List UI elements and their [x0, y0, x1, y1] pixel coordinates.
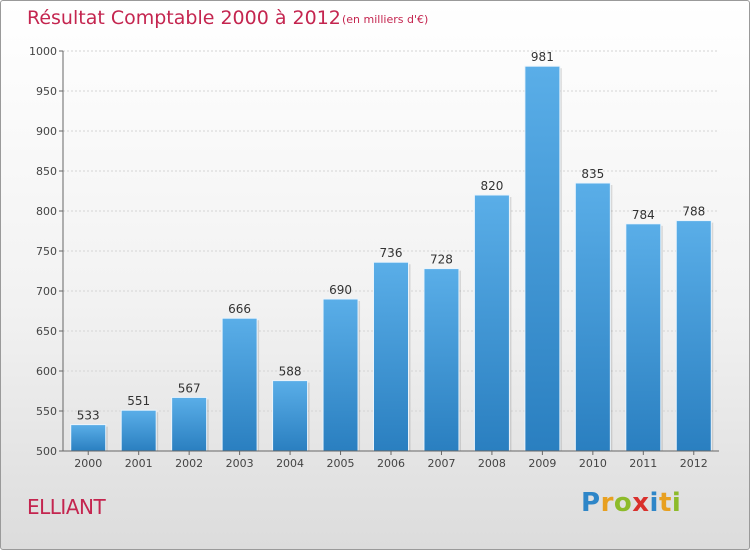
x-tick-label: 2003 [226, 457, 254, 470]
bar-2011 [625, 223, 662, 452]
y-tick-label: 900 [36, 125, 57, 138]
value-label: 567 [178, 381, 201, 395]
x-tick-label: 2008 [478, 457, 506, 470]
bar-2010 [574, 182, 611, 452]
logo-letter: i [671, 488, 682, 518]
bar-2003 [221, 317, 258, 452]
y-tick-label: 700 [36, 285, 57, 298]
value-label: 981 [531, 50, 554, 64]
y-tick-label: 950 [36, 85, 57, 98]
x-tick-label: 2002 [175, 457, 203, 470]
value-label: 666 [228, 302, 251, 316]
bar-2000 [70, 424, 107, 452]
value-label: 588 [279, 365, 302, 379]
value-label: 533 [77, 409, 100, 423]
value-label: 551 [127, 394, 150, 408]
value-label: 690 [329, 283, 352, 297]
x-tick-label: 2006 [377, 457, 405, 470]
x-tick-label: 2009 [528, 457, 556, 470]
value-label: 728 [430, 253, 453, 267]
logo-letter: o [613, 488, 633, 518]
y-tick-label: 650 [36, 325, 57, 338]
value-label: 788 [682, 205, 705, 219]
logo-letter: t [658, 488, 672, 518]
x-tick-label: 2010 [579, 457, 607, 470]
bar-2004 [272, 380, 309, 452]
logo-letter: i [649, 488, 659, 518]
y-tick-label: 600 [36, 365, 57, 378]
x-tick-label: 2000 [74, 457, 102, 470]
x-tick-label: 2005 [327, 457, 355, 470]
value-label: 820 [480, 179, 503, 193]
bar-2009 [524, 65, 561, 452]
chart-title: Résultat Comptable 2000 à 2012 [27, 7, 341, 29]
y-tick-label: 500 [36, 445, 57, 458]
value-label: 784 [632, 208, 655, 222]
proxiti-logo: Proxiti [581, 488, 701, 522]
value-label: 835 [581, 167, 604, 181]
logo-letter: P [581, 488, 601, 518]
bar-2006 [373, 261, 409, 452]
x-tick-label: 2011 [629, 457, 657, 470]
y-tick-label: 750 [36, 245, 57, 258]
y-tick-label: 550 [36, 405, 57, 418]
commune-name: ELLIANT [27, 495, 106, 519]
logo-letter: r [600, 488, 614, 518]
y-tick-label: 800 [36, 205, 57, 218]
bar-2002 [171, 396, 208, 452]
bar-2008 [473, 194, 510, 452]
bar-2012 [675, 220, 712, 452]
bar-2005 [322, 298, 359, 452]
chart-subtitle: (en milliers d'€) [342, 13, 429, 26]
value-label: 736 [380, 246, 403, 260]
y-tick-label: 850 [36, 165, 57, 178]
x-tick-label: 2012 [680, 457, 708, 470]
y-tick-label: 1000 [29, 45, 57, 58]
x-tick-label: 2004 [276, 457, 304, 470]
bar-2007 [423, 268, 460, 452]
bar-2001 [120, 409, 157, 452]
logo-letter: x [632, 488, 650, 518]
x-tick-label: 2001 [125, 457, 153, 470]
x-tick-label: 2007 [427, 457, 455, 470]
